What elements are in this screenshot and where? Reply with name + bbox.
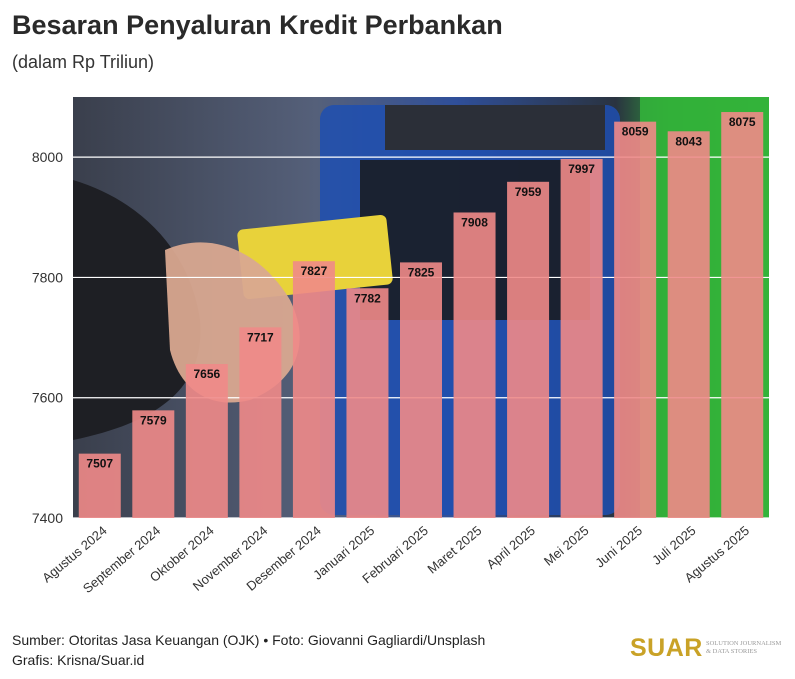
data-label: 8043 bbox=[675, 134, 702, 148]
y-tick-label: 7800 bbox=[32, 269, 63, 285]
bar bbox=[346, 288, 389, 518]
bar bbox=[292, 261, 335, 518]
data-label: 7579 bbox=[140, 413, 167, 427]
source-note: Sumber: Otoritas Jasa Keuangan (OJK) • F… bbox=[12, 632, 486, 648]
data-label: 7656 bbox=[193, 367, 220, 381]
y-tick-label: 8000 bbox=[32, 149, 63, 165]
data-label: 7827 bbox=[301, 264, 328, 278]
bar bbox=[721, 112, 764, 519]
bar bbox=[78, 453, 121, 518]
bar bbox=[507, 181, 550, 518]
bar bbox=[453, 212, 496, 518]
bar bbox=[614, 121, 657, 518]
data-label: 7959 bbox=[515, 185, 542, 199]
x-tick-label: Juli 2025 bbox=[649, 523, 699, 568]
data-label: 7997 bbox=[568, 162, 595, 176]
credit-note: Grafis: Krisna/Suar.id bbox=[12, 652, 145, 668]
data-label: 8059 bbox=[622, 125, 649, 139]
y-tick-label: 7400 bbox=[32, 510, 63, 526]
bar bbox=[667, 131, 710, 518]
x-tick-label: April 2025 bbox=[484, 523, 538, 572]
x-tick-label: Juni 2025 bbox=[592, 523, 645, 571]
y-tick-label: 7600 bbox=[32, 390, 63, 406]
bar bbox=[400, 262, 442, 518]
bar bbox=[185, 364, 228, 518]
bar bbox=[560, 158, 603, 518]
x-tick-label: Maret 2025 bbox=[424, 523, 484, 577]
chart-subtitle: (dalam Rp Triliun) bbox=[12, 52, 155, 72]
data-label: 8075 bbox=[729, 115, 756, 129]
chart-title: Besaran Penyaluran Kredit Perbankan bbox=[12, 10, 503, 40]
brand-tagline-1: SOLUTION JOURNALISM bbox=[706, 640, 782, 647]
brand-tagline-2: & DATA STORIES bbox=[706, 648, 758, 655]
data-label: 7908 bbox=[461, 215, 488, 229]
x-tick-label: Mei 2025 bbox=[541, 523, 592, 569]
bar bbox=[239, 327, 282, 518]
data-label: 7717 bbox=[247, 330, 274, 344]
bar bbox=[132, 410, 175, 518]
data-label: 7507 bbox=[86, 457, 113, 471]
brand-logo: SUAR bbox=[630, 634, 703, 662]
data-label: 7825 bbox=[408, 265, 435, 279]
data-label: 7782 bbox=[354, 291, 381, 305]
